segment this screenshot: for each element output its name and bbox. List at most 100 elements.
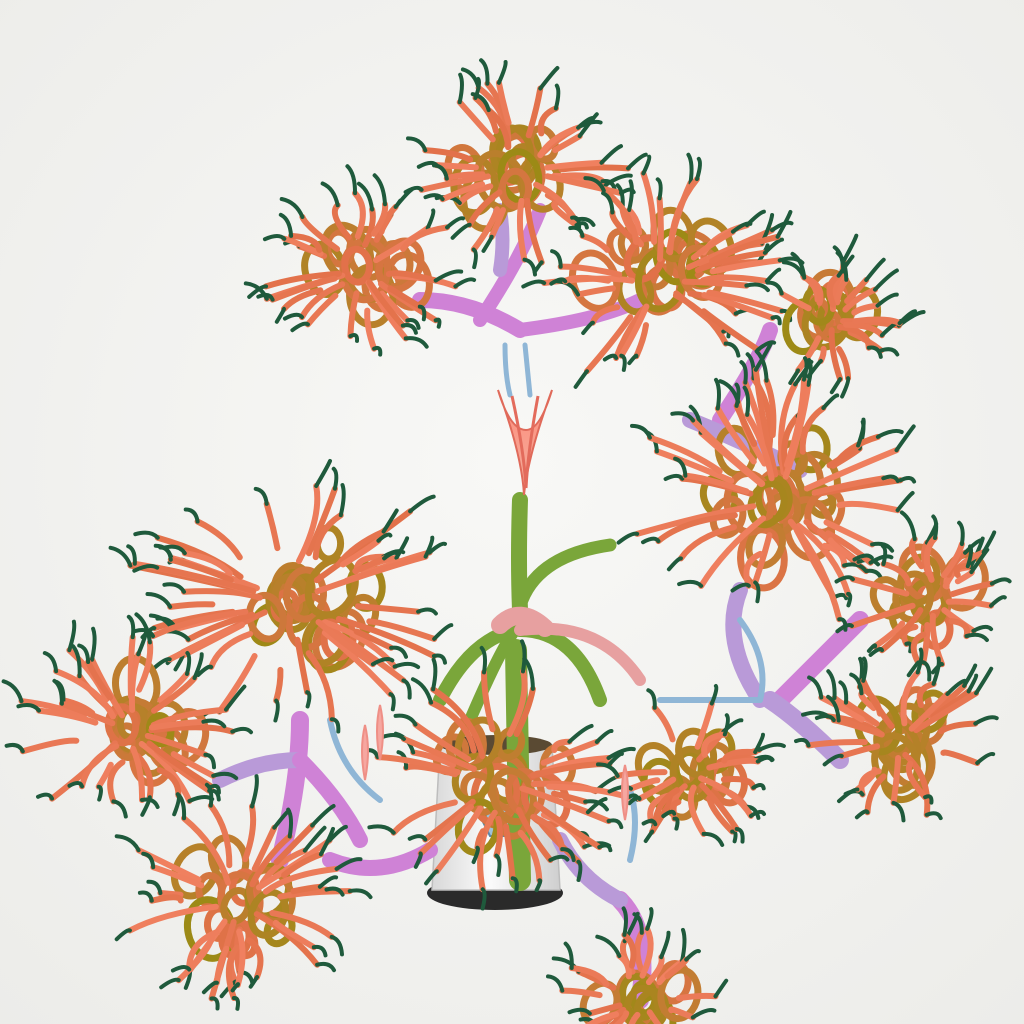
tendril (138, 741, 193, 804)
tendril-tip (432, 623, 454, 641)
tendril-tip (273, 698, 280, 723)
tendril-tip (145, 592, 173, 609)
tendril-tip (403, 336, 429, 349)
tendril (763, 377, 777, 439)
tendril (677, 524, 737, 562)
tendril-tip (372, 173, 387, 207)
tendril-tip (790, 251, 807, 280)
tendril-tip (713, 978, 729, 999)
tendril (207, 802, 233, 869)
tendril (698, 775, 754, 819)
tendril (701, 731, 728, 758)
tendril (353, 628, 395, 651)
tendril (699, 782, 740, 832)
tendril-tip (730, 221, 753, 234)
tendril-tip (522, 656, 535, 691)
tendril (433, 805, 484, 875)
tendril (783, 376, 807, 469)
tendril-tip (175, 792, 187, 821)
tendril-tip (775, 210, 793, 239)
tendril (844, 277, 870, 305)
tendril (400, 736, 477, 772)
tendril (613, 1010, 630, 1024)
tendril (687, 784, 707, 837)
tendril-tip (567, 723, 594, 744)
tendril-tip (417, 304, 427, 322)
tendril (945, 598, 994, 609)
tendril-tip (136, 626, 149, 657)
tendril-tip (838, 680, 849, 705)
tendril-tip (67, 619, 77, 653)
tendril-tip (170, 965, 192, 973)
flower-cluster (362, 639, 640, 911)
tendril-tip (393, 187, 414, 209)
tendril-tip (962, 663, 978, 688)
tendril (848, 602, 916, 629)
tendril-tip (192, 652, 204, 680)
tendril (860, 677, 895, 729)
petal-curl (220, 887, 253, 925)
tendril (366, 618, 438, 642)
tendril-tip (974, 666, 994, 696)
tendril (245, 937, 264, 981)
tendril (836, 324, 872, 351)
tendril-tip (224, 684, 247, 712)
tendril-tip (764, 267, 782, 284)
tendril (646, 434, 723, 475)
tendril-tip (408, 494, 436, 514)
tendril (456, 99, 496, 143)
tendril-tip (753, 580, 761, 604)
tendril-tip (739, 360, 748, 385)
tendril-tip (310, 804, 336, 828)
tendril-tip (163, 544, 187, 556)
tendril (926, 682, 968, 719)
tendril (621, 931, 637, 969)
small-bud (361, 724, 369, 781)
tendril-tip (290, 321, 310, 333)
tendril (269, 910, 335, 940)
tendril (667, 176, 700, 256)
tendril (146, 740, 215, 790)
tendril (364, 307, 378, 352)
tendril-tip (549, 277, 568, 286)
tendril (634, 929, 645, 972)
tendril (305, 485, 338, 557)
tendril-tip (619, 353, 627, 372)
tendril (879, 607, 924, 654)
tendril-tip (600, 178, 617, 193)
tendril-tip (641, 818, 658, 827)
tendril (525, 85, 544, 139)
tendril (151, 675, 198, 714)
tendril-tip (302, 825, 327, 853)
tendril (208, 630, 254, 670)
tendril (828, 327, 844, 382)
tendril (167, 556, 234, 583)
petal-curl (623, 985, 662, 1024)
tendril-tip (16, 703, 41, 713)
tendril-tip (606, 746, 636, 760)
tendril-tip (471, 845, 480, 864)
tendril-tip (570, 215, 582, 230)
tendril-tip (196, 664, 214, 677)
tendril-tip (596, 762, 620, 778)
tendril (795, 522, 852, 597)
tendril-tip (841, 233, 859, 263)
tendril-tip (576, 859, 583, 882)
tendril-tip (846, 591, 853, 608)
tendril-tip (722, 713, 730, 737)
tendril-tip (898, 475, 917, 484)
tendril (823, 519, 876, 548)
tendril-tip (427, 541, 447, 555)
tendril (803, 447, 900, 492)
tendril (157, 670, 190, 703)
tendril (515, 807, 554, 863)
tendril-tip (453, 277, 477, 289)
tendril-tip (548, 854, 570, 862)
tendril-tip (670, 411, 696, 423)
stem (737, 617, 766, 703)
tendril-tip (567, 1007, 592, 1016)
tendril-tip (560, 847, 576, 863)
flower-cluster (243, 164, 477, 357)
tendril (181, 815, 232, 886)
tendril (913, 690, 980, 734)
